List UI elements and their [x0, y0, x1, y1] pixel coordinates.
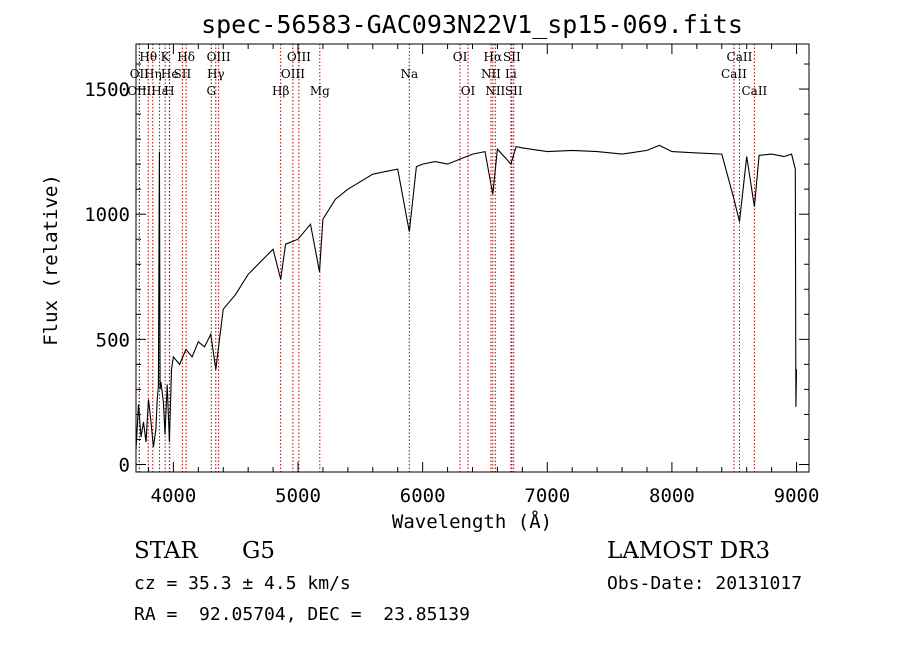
x-tick-label: 6000	[400, 485, 446, 507]
y-tick-label: 0	[119, 454, 130, 476]
y-axis-ticks: 0 500 1000 1500	[84, 63, 809, 476]
redshift-cz: cz = 35.3 ± 4.5 km/s	[134, 573, 351, 594]
line-marker-label: NII	[481, 67, 501, 81]
line-marker-label: CaII	[721, 67, 747, 81]
object-class: STAR	[134, 538, 198, 564]
plot-frame	[135, 43, 810, 473]
x-tick-label: 9000	[774, 485, 820, 507]
line-marker-label: Hγ	[207, 67, 225, 81]
chart-title: spec-56583-GAC093N22V1_sp15-069.fits	[201, 10, 743, 39]
line-marker-label: He	[161, 67, 179, 81]
line-marker-label: Mg	[310, 84, 330, 98]
line-marker-label: CaII	[727, 50, 753, 64]
sky-coordinates: RA = 92.05704, DEC = 23.85139	[134, 604, 470, 625]
line-marker-label: OIII	[287, 50, 311, 64]
line-marker-label: G	[206, 84, 216, 98]
line-marker-label: H	[164, 84, 174, 98]
line-marker-label: Hα	[484, 50, 503, 64]
line-marker-label: OIII	[281, 67, 305, 81]
x-tick-label: 7000	[524, 485, 570, 507]
y-tick-label: 1500	[84, 79, 130, 101]
line-marker-label: Hθ	[139, 50, 157, 64]
spectrum-line	[135, 144, 798, 450]
line-marker-label: K	[161, 50, 171, 64]
y-axis-label: Flux (relative)	[40, 174, 62, 346]
line-marker-label: OII	[130, 67, 150, 81]
line-marker-label: SII	[505, 84, 523, 98]
line-marker-label: Hδ	[177, 50, 195, 64]
observation-date: Obs-Date: 20131017	[607, 573, 802, 594]
line-marker-label: Na	[400, 67, 418, 81]
line-marker-label: OIII	[207, 50, 231, 64]
line-marker-label: OI	[453, 50, 468, 64]
y-tick-label: 500	[96, 329, 130, 351]
line-marker-label: Hβ	[272, 84, 289, 98]
x-tick-label: 4000	[151, 485, 197, 507]
object-subclass: G5	[242, 538, 275, 564]
survey-name: LAMOST DR3	[607, 538, 770, 564]
spectral-line-markers	[138, 44, 755, 472]
line-marker-label: NII	[485, 84, 505, 98]
line-marker-label: SII	[174, 67, 192, 81]
line-marker-label: Hε	[151, 84, 168, 98]
x-axis-ticks: 4000 5000 6000 7000 8000 9000	[147, 44, 820, 507]
line-marker-label: OI	[461, 84, 476, 98]
spectral-line-labels: Hθ OII OIII Hη Hε K He H Hδ SII OIII Hγ G Hβ OIII OIII M…	[127, 50, 767, 98]
x-tick-label: 5000	[275, 485, 321, 507]
line-marker-label: Hη	[144, 67, 162, 81]
line-marker-label: Li	[505, 67, 517, 81]
line-marker-label: OIII	[127, 84, 151, 98]
x-tick-label: 8000	[649, 485, 695, 507]
y-tick-label: 1000	[84, 204, 130, 226]
line-marker-label: SII	[503, 50, 521, 64]
x-axis-label: Wavelength (Å)	[392, 510, 552, 533]
line-marker-label: CaII	[741, 84, 767, 98]
